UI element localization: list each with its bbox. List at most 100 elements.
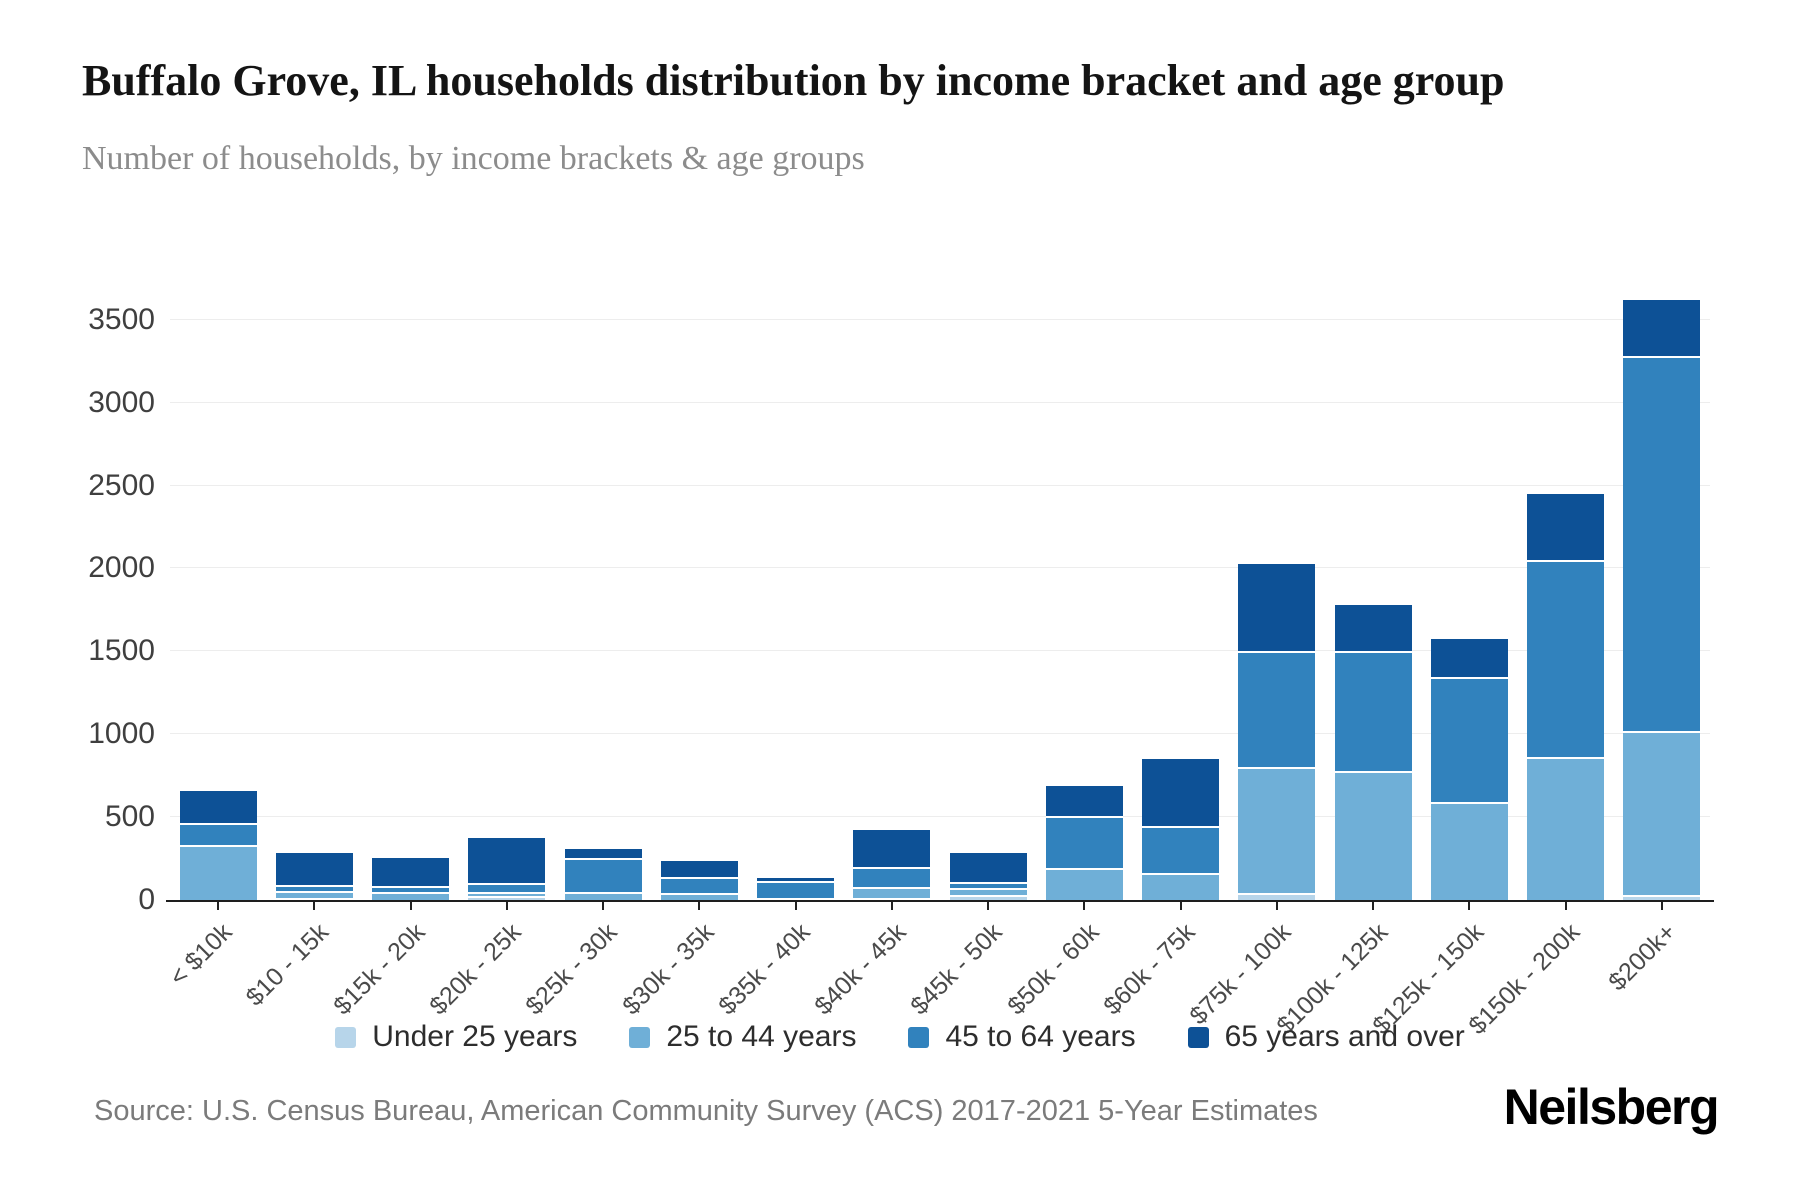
legend-item: Under 25 years — [335, 1020, 577, 1054]
bar-segment — [949, 895, 1027, 900]
x-tick — [1083, 902, 1086, 910]
x-tick — [1179, 902, 1182, 910]
bar-segment — [1527, 757, 1605, 900]
bar-segment — [1045, 867, 1123, 900]
legend-swatch — [629, 1026, 651, 1048]
y-axis-label: 2000 — [88, 551, 155, 585]
bar-segment — [179, 845, 257, 900]
stacked-bar — [660, 861, 738, 900]
x-axis-label: $200k+ — [1603, 918, 1682, 997]
bar-segment — [275, 897, 353, 900]
legend-swatch — [908, 1026, 930, 1048]
y-axis-label: 2500 — [88, 468, 155, 502]
x-tick — [794, 902, 797, 910]
x-axis-label: $10 - 15k — [240, 918, 335, 1012]
gridline — [170, 733, 1710, 735]
x-axis-label: $60k - 75k — [1098, 918, 1201, 1021]
bar-band: $150k - 200k — [1463, 280, 1614, 1040]
stacked-bar — [1430, 638, 1508, 900]
bar-segment — [949, 881, 1027, 889]
x-tick — [987, 902, 990, 910]
gridline — [170, 567, 1710, 569]
x-axis-label: $45k - 50k — [905, 918, 1008, 1021]
stacked-bar — [757, 877, 835, 900]
bar-segment — [1238, 651, 1316, 768]
stacked-bar — [564, 848, 642, 900]
stacked-bar — [372, 857, 450, 900]
bar-segment — [1334, 770, 1412, 900]
x-axis-label: $15k - 20k — [328, 918, 431, 1021]
bar-segment — [1045, 786, 1123, 817]
bar-band: $45k - 50k — [906, 280, 1036, 1020]
legend-label: 45 to 64 years — [945, 1020, 1136, 1053]
stacked-bar — [1527, 493, 1605, 900]
bar-segment — [1527, 493, 1605, 561]
x-tick — [1275, 902, 1278, 910]
bar-segment — [275, 890, 353, 898]
bar-segment — [564, 891, 642, 900]
x-tick — [217, 902, 220, 910]
gridline — [170, 318, 1710, 320]
x-tick — [1372, 902, 1375, 910]
stacked-bar — [275, 852, 353, 900]
bar-band: $10 - 15k — [241, 280, 362, 1012]
source-text: Source: U.S. Census Bureau, American Com… — [94, 1095, 1318, 1127]
bar-segment — [1430, 638, 1508, 678]
stacked-bar — [1045, 786, 1123, 900]
bar-segment — [1238, 767, 1316, 894]
bar-segment — [1142, 759, 1220, 827]
y-axis-label: 3500 — [88, 302, 155, 336]
gridline — [170, 816, 1710, 818]
legend-swatch — [1187, 1026, 1209, 1048]
bar-segment — [1430, 802, 1508, 900]
bar-band: $125k - 150k — [1367, 280, 1517, 1040]
x-axis-line — [166, 900, 1714, 902]
bar-segment — [468, 837, 546, 883]
plot-area: < $10k $10 - 15k $15k - 20k $20k - 25k $25k … — [165, 280, 1714, 1040]
bar-segment — [468, 891, 546, 896]
bars-container: < $10k $10 - 15k $15k - 20k $20k - 25k $25k … — [165, 280, 1710, 1040]
stacked-bar — [949, 852, 1027, 900]
bar-segment — [660, 876, 738, 893]
bar-band: $20k - 25k — [424, 280, 555, 1020]
legend-label: 25 to 44 years — [666, 1020, 857, 1053]
bar-segment — [1623, 299, 1701, 357]
x-tick — [1660, 902, 1663, 910]
chart-header: Buffalo Grove, IL households distributio… — [82, 50, 1582, 178]
bar-segment — [1430, 677, 1508, 803]
bar-segment — [853, 887, 931, 898]
bar-segment — [1623, 356, 1701, 731]
legend-item: 25 to 44 years — [629, 1020, 856, 1054]
x-tick — [505, 902, 508, 910]
bar-segment — [853, 867, 931, 888]
x-axis-label: $35k - 40k — [713, 918, 816, 1021]
bar-segment — [1623, 895, 1701, 900]
x-tick — [409, 902, 412, 910]
bar-segment — [1142, 873, 1220, 900]
bar-segment — [372, 857, 450, 886]
y-axis-label: 0 — [138, 883, 155, 916]
legend-item: 65 years and over — [1187, 1020, 1465, 1054]
legend-label: 65 years and over — [1224, 1020, 1465, 1053]
bar-band: $100k - 125k — [1271, 280, 1421, 1040]
bar-segment — [275, 852, 353, 886]
y-axis: 0 500 1000 1500 2000 2500 3000 3500 — [55, 280, 155, 915]
bar-segment — [1238, 563, 1316, 652]
bar-segment — [949, 888, 1027, 896]
bar-segment — [757, 877, 835, 881]
gridline — [170, 401, 1710, 403]
bar-segment — [1238, 893, 1316, 900]
bar-band: $40k - 45k — [809, 280, 940, 1020]
bar-segment — [275, 885, 353, 891]
bar-segment — [564, 857, 642, 892]
bar-segment — [468, 895, 546, 900]
bar-band: $200k+ — [1603, 280, 1710, 996]
stacked-bar — [468, 837, 546, 900]
x-axis-label: $25k - 30k — [520, 918, 623, 1021]
x-axis-label: $20k - 25k — [424, 918, 527, 1021]
bar-segment — [660, 892, 738, 900]
bar-band: $60k - 75k — [1098, 280, 1229, 1020]
stacked-bar — [1334, 604, 1412, 900]
x-tick — [313, 902, 316, 910]
bar-segment — [1045, 816, 1123, 868]
